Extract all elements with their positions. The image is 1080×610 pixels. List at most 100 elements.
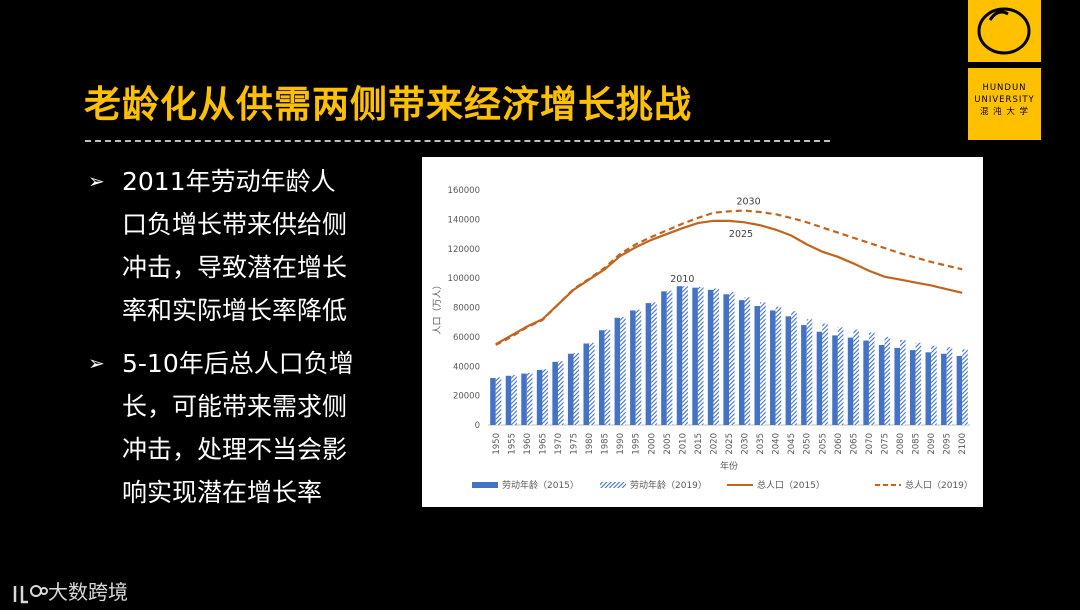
bar bbox=[785, 316, 792, 425]
watermark-text: 大数跨境 bbox=[48, 580, 128, 604]
annotation: 2010 bbox=[670, 274, 694, 285]
bullet-line: 2011年劳动年龄人 bbox=[122, 167, 336, 196]
x-tick-label: 2020 bbox=[709, 433, 719, 455]
x-tick-label: 1985 bbox=[601, 433, 611, 455]
legend-swatch bbox=[600, 482, 626, 488]
bullet: ➢ 2011年劳动年龄人 口负增长带来供给侧 冲击，导致潜在增长 率和实际增长率降低 bbox=[88, 160, 354, 332]
bar bbox=[884, 336, 891, 425]
x-tick-label: 2075 bbox=[880, 433, 890, 455]
x-tick-label: 2030 bbox=[741, 433, 751, 455]
y-axis-label: 人口（万人） bbox=[432, 280, 443, 334]
bar bbox=[536, 369, 543, 425]
x-tick-label: 2070 bbox=[865, 433, 875, 455]
bullet-line: 冲击，处理不当会影 bbox=[122, 435, 348, 464]
bullet-marker: ➢ bbox=[88, 169, 105, 193]
logo-line: UNIVERSITY bbox=[974, 95, 1035, 105]
bar bbox=[495, 377, 502, 425]
legend-label: 总人口（2019） bbox=[905, 479, 973, 491]
watermark-shape bbox=[40, 586, 48, 595]
logo-line: 混 沌 大 学 bbox=[979, 107, 1030, 117]
bullet: ➢ 5-10年后总人口负增 长，可能带来需求侧 冲击，处理不当会影 响实现潜在增长率 bbox=[88, 342, 354, 514]
bar bbox=[599, 330, 605, 425]
bar bbox=[738, 300, 745, 425]
bar bbox=[676, 286, 683, 425]
x-tick-label: 2085 bbox=[912, 433, 922, 455]
bar bbox=[729, 292, 735, 425]
watermark-icon bbox=[13, 584, 48, 603]
x-axis-label: 年份 bbox=[720, 460, 738, 472]
bar bbox=[697, 286, 704, 425]
bar bbox=[692, 287, 698, 425]
bar bbox=[521, 373, 527, 425]
x-tick-label: 2005 bbox=[663, 433, 673, 455]
y-tick-label: 140000 bbox=[448, 215, 480, 225]
bar bbox=[894, 347, 901, 425]
bar bbox=[832, 335, 838, 425]
bullet-line: 长，可能带来需求侧 bbox=[122, 392, 348, 421]
legend-label: 劳动年龄（2019） bbox=[630, 479, 707, 491]
x-tick-label: 2010 bbox=[678, 433, 688, 455]
x-tick-label: 2035 bbox=[756, 433, 766, 455]
bar bbox=[651, 302, 657, 425]
x-tick-label: 2090 bbox=[927, 433, 937, 455]
bar bbox=[490, 378, 496, 425]
bar bbox=[956, 355, 963, 425]
x-tick-label: 1995 bbox=[632, 433, 642, 455]
bar bbox=[925, 352, 932, 425]
line bbox=[495, 219, 963, 346]
bar bbox=[573, 353, 580, 425]
bar bbox=[567, 353, 574, 425]
chart-panel: 0 20000 40000 60000 80000 100000 120000 140000 1… bbox=[422, 157, 983, 507]
y-tick-label: 40000 bbox=[453, 362, 480, 372]
bar bbox=[666, 290, 673, 425]
bullet-line: 冲击，导致潜在增长 bbox=[122, 253, 348, 282]
line bbox=[495, 209, 963, 346]
x-tick-label: 2040 bbox=[772, 433, 782, 455]
watermark: 大数跨境 bbox=[12, 576, 128, 606]
bar bbox=[853, 329, 859, 425]
bullet-line: 响实现潜在增长率 bbox=[122, 478, 323, 507]
bar bbox=[744, 297, 751, 425]
logo-spacer bbox=[968, 68, 1041, 82]
x-tick-label: 2080 bbox=[896, 433, 906, 455]
bar bbox=[635, 309, 642, 425]
bullet-line: 率和实际增长率降低 bbox=[122, 296, 348, 325]
bar bbox=[837, 327, 844, 425]
bullet-marker: ➢ bbox=[88, 351, 105, 375]
x-tick-label: 2095 bbox=[943, 433, 953, 455]
bar bbox=[723, 294, 729, 425]
bar bbox=[604, 329, 611, 425]
bar bbox=[847, 337, 854, 425]
watermark-shape bbox=[13, 585, 28, 603]
logo-stroke bbox=[988, 10, 1009, 21]
legend-label: 劳动年龄（2015） bbox=[502, 479, 579, 491]
logo-mark bbox=[968, 0, 1041, 62]
bar bbox=[791, 311, 797, 425]
x-tick-label: 1970 bbox=[554, 433, 564, 455]
logo-icon bbox=[977, 7, 1031, 55]
x-tick-label: 1955 bbox=[507, 433, 517, 455]
x-tick-label: 1975 bbox=[570, 433, 580, 455]
x-tick-label: 1950 bbox=[492, 433, 502, 455]
bullet-line: 5-10年后总人口负增 bbox=[122, 349, 354, 378]
bar bbox=[754, 306, 761, 425]
slide-title: 老龄化从供需两侧带来经济增长挑战 bbox=[84, 83, 692, 126]
bar bbox=[682, 286, 688, 425]
bar bbox=[868, 332, 875, 425]
y-tick-label: 120000 bbox=[448, 245, 480, 255]
bar bbox=[900, 339, 906, 425]
x-tick-label: 2015 bbox=[694, 433, 704, 455]
bar bbox=[589, 342, 595, 425]
y-tick-label: 60000 bbox=[453, 333, 480, 343]
logo-circle bbox=[977, 7, 1031, 55]
x-tick-label: 2025 bbox=[725, 433, 735, 455]
bar bbox=[583, 343, 590, 425]
bar bbox=[526, 372, 533, 425]
y-tick-label: 20000 bbox=[453, 392, 480, 402]
x-tick-label: 2045 bbox=[787, 433, 797, 455]
annotation: 2025 bbox=[729, 229, 753, 240]
logo-text: HUNDUN UNIVERSITY 混 沌 大 学 bbox=[968, 68, 1041, 140]
bar bbox=[962, 349, 968, 425]
bar bbox=[909, 350, 916, 425]
